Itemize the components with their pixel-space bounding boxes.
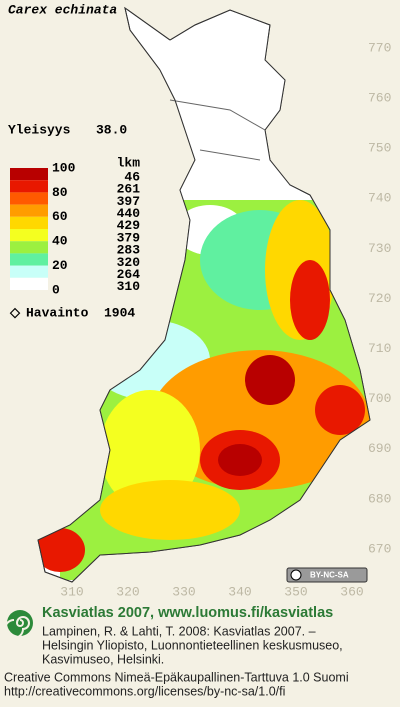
legend-swatch bbox=[10, 168, 48, 181]
legend-swatch bbox=[10, 192, 48, 205]
observation-label: Havainto bbox=[26, 305, 89, 320]
grid-y-label: 680 bbox=[368, 491, 391, 506]
license-line: Creative Commons Nimeä-Epäkaupallinen-Ta… bbox=[4, 670, 349, 684]
grid-y-label: 720 bbox=[368, 291, 391, 306]
frequency-label: Yleisyys bbox=[8, 122, 71, 137]
license-badge-text: BY-NC-SA bbox=[310, 571, 349, 580]
legend-count: 379 bbox=[117, 230, 141, 245]
grid-y-label: 700 bbox=[368, 391, 391, 406]
frequency-value: 38.0 bbox=[96, 122, 127, 137]
legend-count: 397 bbox=[117, 194, 140, 209]
legend: 100 80 60 40 20 0 4626139744042937928332026431… bbox=[10, 160, 140, 297]
grid-x-label: 310 bbox=[60, 584, 83, 599]
grid-x-label: 350 bbox=[284, 584, 307, 599]
citation-line: Lampinen, R. & Lahti, T. 2008: Kasviatla… bbox=[42, 624, 316, 638]
legend-scale-label: 0 bbox=[52, 282, 60, 297]
legend-swatch bbox=[10, 180, 48, 193]
legend-count: 310 bbox=[117, 279, 141, 294]
legend-swatch bbox=[10, 216, 48, 229]
observation-marker: ◇ bbox=[9, 305, 21, 320]
finland-map bbox=[37, 7, 371, 583]
legend-swatch bbox=[10, 265, 48, 278]
legend-scale-label: 60 bbox=[52, 209, 68, 224]
legend-count: 261 bbox=[117, 182, 141, 197]
legend-count: 283 bbox=[117, 243, 141, 258]
license-badge: BY-NC-SA bbox=[286, 567, 368, 583]
legend-swatch bbox=[10, 229, 48, 242]
legend-swatch bbox=[10, 204, 48, 217]
license-line: http://creativecommons.org/licenses/by-n… bbox=[4, 684, 285, 698]
grid-y-label: 750 bbox=[368, 141, 391, 156]
legend-unit: lkm bbox=[117, 155, 141, 170]
legend-count: 46 bbox=[124, 169, 140, 184]
legend-scale-label: 80 bbox=[52, 185, 68, 200]
grid-x-label: 330 bbox=[172, 584, 195, 599]
legend-count: 440 bbox=[117, 206, 141, 221]
grid-y-label: 770 bbox=[368, 40, 391, 55]
species-title: Carex echinata bbox=[8, 2, 117, 17]
grid-x-label: 360 bbox=[340, 584, 363, 599]
legend-count: 429 bbox=[117, 218, 141, 233]
citation-line: Helsingin Yliopisto, Luonnontieteellinen… bbox=[42, 638, 343, 652]
grid-y-label: 740 bbox=[368, 191, 391, 206]
grid-y-label: 670 bbox=[368, 541, 391, 556]
grid-y-label: 690 bbox=[368, 441, 391, 456]
legend-swatch bbox=[10, 277, 48, 290]
grid-y-label: 760 bbox=[368, 91, 391, 106]
grid-x-label: 320 bbox=[116, 584, 139, 599]
logo bbox=[4, 610, 33, 639]
grid-x-label: 340 bbox=[228, 584, 251, 599]
legend-swatch bbox=[10, 253, 48, 266]
observation-count: 1904 bbox=[104, 305, 135, 320]
grid-y-label: 710 bbox=[368, 341, 391, 356]
grid-y-label: 730 bbox=[368, 241, 391, 256]
legend-swatch bbox=[10, 241, 48, 254]
legend-scale-label: 20 bbox=[52, 258, 68, 273]
citation-line: Kasvimuseo, Helsinki. bbox=[42, 652, 164, 666]
legend-scale-label: 40 bbox=[52, 234, 68, 249]
legend-count: 264 bbox=[117, 267, 141, 282]
legend-count: 320 bbox=[117, 255, 141, 270]
footer-heading: Kasviatlas 2007, www.luomus.fi/kasviatla… bbox=[42, 605, 333, 621]
legend-scale-label: 100 bbox=[52, 160, 76, 175]
